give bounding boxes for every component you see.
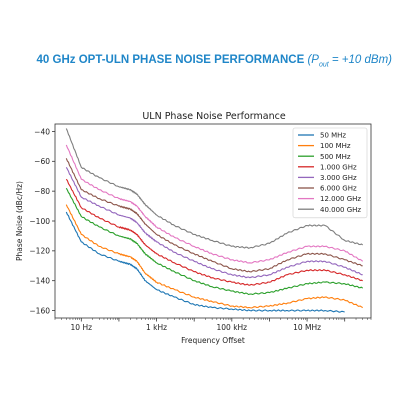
series-line-6 — [65, 144, 364, 264]
legend-label: 12.000 GHz — [320, 195, 361, 203]
series-line-1 — [65, 204, 363, 309]
series-layer — [65, 128, 364, 313]
banner-condition-open: (P — [307, 54, 319, 66]
x-axis-label: Frequency Offset — [181, 336, 245, 345]
y-tick-label: −140 — [29, 276, 50, 285]
banner-condition: (Pout = +10 dBm) — [307, 54, 392, 69]
legend-box — [292, 127, 368, 219]
y-tick-label: −120 — [29, 247, 50, 256]
series-line-2 — [65, 187, 364, 296]
series-line-4 — [65, 167, 363, 279]
chart-title: ULN Phase Noise Performance — [142, 111, 285, 122]
x-tick-label: 100 kHz — [217, 323, 248, 332]
series-line-0 — [65, 211, 345, 313]
legend-label: 3.000 GHz — [320, 174, 357, 182]
series-line-3 — [65, 178, 363, 286]
y-tick-label: −160 — [29, 306, 50, 315]
x-axis: 10 Hz 1 kHz 100 kHz 10 MHz — [54, 318, 372, 332]
page-banner: 40 GHz OPT-ULN PHASE NOISE PERFORMANCE (… — [0, 54, 410, 68]
legend-label: 50 MHz — [320, 132, 346, 140]
series-line-7 — [65, 128, 364, 249]
y-tick-label: −80 — [34, 187, 50, 196]
legend-label: 1.000 GHz — [320, 163, 357, 171]
banner-condition-sub: out — [318, 61, 329, 69]
y-tick-label: −100 — [29, 217, 50, 226]
banner-headline: 40 GHz OPT-ULN PHASE NOISE PERFORMANCE — [36, 54, 305, 66]
x-tick-label: 10 Hz — [71, 323, 93, 332]
y-tick-label: −40 — [34, 127, 50, 136]
x-tick-label: 10 MHz — [293, 323, 321, 332]
x-tick-label: 1 kHz — [146, 323, 167, 332]
legend: 50 MHz 100 MHz 500 MHz 1.000 GHz 3.000 GHz 6.… — [292, 127, 368, 219]
legend-label: 100 MHz — [320, 142, 351, 150]
banner-condition-close: = +10 dBm) — [328, 54, 392, 66]
y-tick-label: −60 — [34, 157, 50, 166]
legend-label: 500 MHz — [320, 153, 351, 161]
series-line-5 — [65, 158, 363, 273]
legend-label: 40.000 GHz — [320, 206, 361, 214]
y-axis-label: Phase Noise (dBc/Hz) — [15, 181, 24, 261]
y-axis: −40 −60 −80 −100 −120 −140 −160 — [29, 127, 55, 315]
legend-label: 6.000 GHz — [320, 185, 357, 193]
